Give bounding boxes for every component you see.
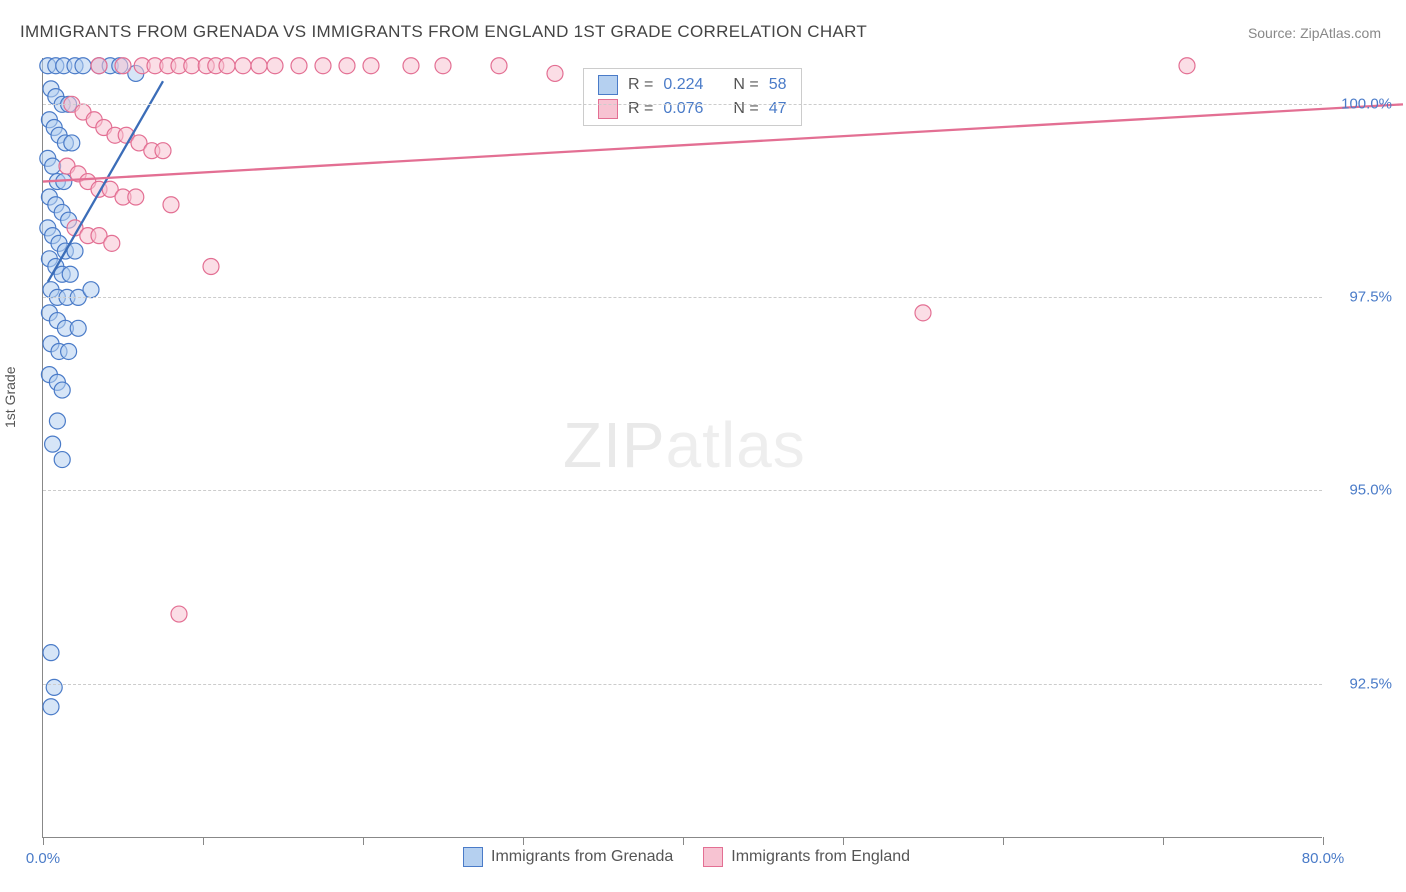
x-tick-label: 0.0% <box>26 850 60 867</box>
n-label: N = <box>733 76 758 94</box>
n-value-grenada: 58 <box>769 76 787 94</box>
swatch-grenada-icon <box>463 847 483 867</box>
x-tick <box>523 837 524 845</box>
swatch-england <box>598 99 618 119</box>
source-name: ZipAtlas.com <box>1300 25 1381 41</box>
swatch-england-icon <box>703 847 723 867</box>
stats-row-england: R = 0.076 N = 47 <box>584 97 801 121</box>
r-label: R = <box>628 100 653 118</box>
r-label: R = <box>628 76 653 94</box>
x-tick <box>843 837 844 845</box>
series-legend: Immigrants from Grenada Immigrants from … <box>463 847 910 867</box>
source-label: Source: ZipAtlas.com <box>1248 25 1381 41</box>
x-tick <box>43 837 44 845</box>
stats-row-grenada: R = 0.224 N = 58 <box>584 73 801 97</box>
legend-item-grenada: Immigrants from Grenada <box>463 847 673 867</box>
y-tick-label: 95.0% <box>1349 482 1392 499</box>
y-tick-label: 97.5% <box>1349 289 1392 306</box>
chart-title: IMMIGRANTS FROM GRENADA VS IMMIGRANTS FR… <box>20 22 867 42</box>
plot-svg <box>43 58 1322 837</box>
x-tick <box>683 837 684 845</box>
legend-label-grenada: Immigrants from Grenada <box>491 848 673 866</box>
x-tick <box>1003 837 1004 845</box>
gridline-h <box>43 297 1322 298</box>
x-tick <box>203 837 204 845</box>
n-label: N = <box>733 100 758 118</box>
swatch-grenada <box>598 75 618 95</box>
x-tick <box>1323 837 1324 845</box>
r-value-england: 0.076 <box>663 100 703 118</box>
gridline-h <box>43 104 1322 105</box>
legend-item-england: Immigrants from England <box>703 847 910 867</box>
stats-legend: R = 0.224 N = 58 R = 0.076 N = 47 <box>583 68 802 126</box>
x-tick <box>363 837 364 845</box>
legend-label-england: Immigrants from England <box>731 848 910 866</box>
source-prefix: Source: <box>1248 25 1300 41</box>
x-tick-label: 80.0% <box>1302 850 1345 867</box>
gridline-h <box>43 684 1322 685</box>
x-tick <box>1163 837 1164 845</box>
y-axis-label: 1st Grade <box>2 367 18 428</box>
y-tick-label: 92.5% <box>1349 675 1392 692</box>
chart-area: R = 0.224 N = 58 R = 0.076 N = 47 ZIPatl… <box>42 58 1322 838</box>
y-tick-label: 100.0% <box>1341 96 1392 113</box>
r-value-grenada: 0.224 <box>663 76 703 94</box>
gridline-h <box>43 490 1322 491</box>
n-value-england: 47 <box>769 100 787 118</box>
